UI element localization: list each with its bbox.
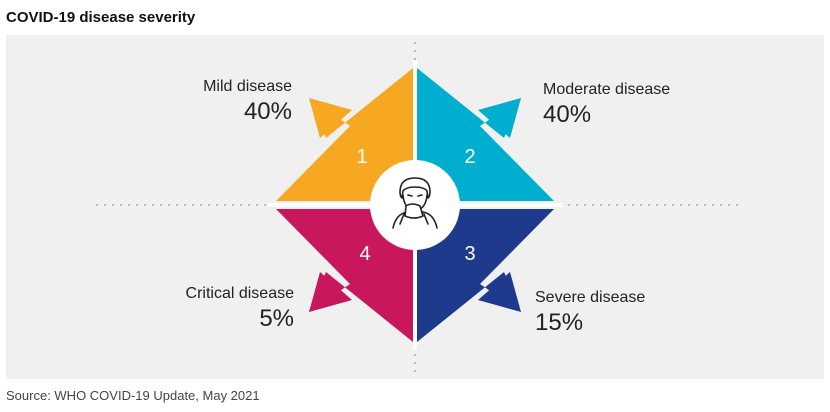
quadrant-2-number: 2: [464, 146, 475, 168]
label-critical: Critical disease 5%: [186, 285, 294, 333]
label-mild-name: Mild disease: [203, 78, 292, 95]
label-mild-value: 40%: [243, 98, 292, 125]
quadrant-3-number: 3: [464, 243, 475, 265]
quadrant-4-arrowhead: [309, 272, 352, 312]
label-moderate-value: 40%: [543, 101, 592, 128]
chart-title: COVID-19 disease severity: [6, 9, 196, 26]
label-moderate: Moderate disease 40%: [543, 81, 670, 129]
quadrant-1-arrowhead: [309, 98, 352, 138]
source-note: Source: WHO COVID-19 Update, May 2021: [6, 388, 260, 403]
quadrant-4-arrow: [276, 209, 413, 342]
quadrant-1-number: 1: [356, 146, 367, 168]
quadrant-3-arrowhead: [478, 272, 521, 312]
quadrant-4-number: 4: [359, 243, 370, 265]
label-severe-name: Severe disease: [535, 289, 646, 306]
label-critical-value: 5%: [259, 305, 294, 332]
quadrant-3-arrow: [417, 209, 554, 342]
label-mild: Mild disease 40%: [203, 78, 292, 126]
quadrant-2-arrowhead: [478, 98, 521, 138]
label-severe-value: 15%: [535, 309, 584, 336]
label-severe: Severe disease 15%: [535, 289, 645, 337]
quadrant-1-arrow: [276, 68, 413, 201]
quadrant-2-arrow: [417, 68, 554, 201]
label-moderate-name: Moderate disease: [543, 81, 671, 98]
person-sneezing-icon: [392, 177, 438, 229]
label-critical-name: Critical disease: [185, 285, 294, 302]
